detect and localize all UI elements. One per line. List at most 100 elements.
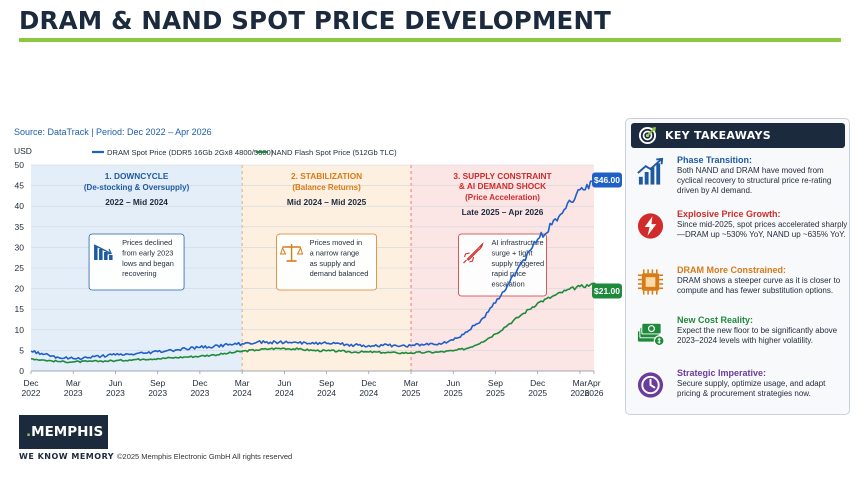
takeaway-body: Both NAND and DRAM have moved from cycli… [677, 166, 832, 195]
key-takeaways-panel: KEY TAKEAWAYS Phase Transition: Both NAND… [625, 118, 850, 415]
x-tick-label-month: Dec [23, 378, 39, 388]
key-takeaways-title: KEY TAKEAWAYS [665, 129, 771, 142]
x-tick-label-month: Dec [361, 378, 377, 388]
lightning-icon [637, 213, 664, 239]
y-tick-label: 30 [15, 242, 25, 252]
phase-note-line: Prices declined [122, 238, 172, 247]
series-end-badge-2 [592, 283, 622, 299]
series-end-label-1: $46.00 [594, 175, 620, 185]
x-tick-label-month: Mar [235, 378, 250, 388]
phase-annotation-2: 2. STABILIZATION (Balance Returns) Mid 202… [276, 171, 377, 291]
takeaway-body: DRAM shows a steeper curve as it is clos… [677, 276, 841, 295]
trend-up-bars-icon [637, 157, 664, 185]
y-tick-label: 5 [19, 345, 24, 355]
memory-chip-icon [637, 269, 664, 295]
phase-period: Mid 2024 – Mid 2025 [287, 197, 367, 207]
balance-scale-icon [279, 244, 304, 262]
x-tick-label-month: Dec [192, 378, 208, 388]
phase-note-box [88, 233, 185, 291]
x-tick-label-month: Mar [66, 378, 81, 388]
x-tick-label-month: Mar [404, 378, 419, 388]
x-tick-label-month: Sep [488, 378, 503, 388]
phase-subtitle: (De-stocking & Oversupply) [84, 183, 190, 192]
y-tick-label: 50 [15, 160, 25, 170]
y-tick-label: 35 [15, 222, 25, 232]
phase-title: 2. STABILIZATION [291, 171, 362, 181]
company-tagline: WE KNOW MEMORY [19, 452, 115, 461]
x-tick-label-year: 2024 [317, 388, 336, 398]
phase-annotation-1: 1. DOWNCYCLE (De-stocking & Oversupply) 20… [84, 171, 190, 291]
phase-title-line-2: & AI DEMAND SHOCK [459, 181, 546, 191]
phase-note-line: rapid price [492, 269, 527, 278]
takeaway-title: Strategic Imperative: [677, 368, 767, 378]
takeaway-title: DRAM More Constrained: [677, 265, 787, 275]
x-tick-label-year: 2023 [148, 388, 167, 398]
takeaway-title: Phase Transition: [677, 155, 753, 165]
x-tick-label-month: Sep [319, 378, 334, 388]
x-tick-label-month: Mar [573, 378, 588, 388]
key-takeaways-header: KEY TAKEAWAYS [631, 123, 845, 148]
x-tick-label-month: Sep [150, 378, 165, 388]
rocket-icon [463, 242, 484, 264]
x-tick-label-month: Apr [587, 378, 600, 388]
phase-note-line: from early 2023 [122, 248, 173, 257]
phase-annotation-3: 3. SUPPLY CONSTRAINT& AI DEMAND SHOCK (Pr… [453, 171, 552, 297]
legend-label-2: NAND Flash Spot Price (512Gb TLC) [271, 148, 397, 157]
phase-subtitle: (Balance Returns) [292, 183, 361, 192]
takeaway-title: New Cost Reality: [677, 315, 754, 325]
phase-note-box [458, 233, 547, 297]
x-tick-label-year: 2025 [486, 388, 505, 398]
phase-note-line: demand balanced [310, 269, 369, 278]
phase-title: 3. SUPPLY CONSTRAINT [453, 171, 551, 181]
y-tick-label: 25 [15, 263, 25, 273]
x-tick-label-year: 2023 [64, 388, 83, 398]
series-line-2 [30, 282, 595, 364]
takeaway-title: Explosive Price Growth: [677, 209, 781, 219]
phase-period: Late 2025 – Apr 2026 [462, 207, 544, 217]
y-tick-label: 40 [15, 201, 25, 211]
x-tick-label-year: 2022 [22, 388, 41, 398]
phase-period: 2022 – Mid 2024 [105, 197, 168, 207]
phase-title: 1. DOWNCYCLE [105, 171, 169, 181]
series-end-label-2: $21.00 [594, 286, 620, 296]
page-title: DRAM & NAND SPOT PRICE DEVELOPMENT [19, 6, 612, 35]
takeaway-body: Expect the new floor to be significantly… [677, 326, 838, 345]
series-line-1 [30, 180, 595, 361]
phase-note-line: lows and began [122, 259, 174, 268]
y-tick-label: 0 [19, 366, 24, 376]
price-chart: 05101520253035404550USDDec2022Mar2023Jun… [14, 146, 622, 398]
phase-note-line: AI infrastructure [492, 238, 544, 247]
phase-note-line: a narrow range [310, 248, 360, 257]
x-tick-label-year: 2023 [190, 388, 209, 398]
x-tick-label-year: 2025 [444, 388, 463, 398]
money-stack-icon [637, 322, 665, 347]
chart-source: Source: DataTrack | Period: Dec 2022 – A… [14, 127, 212, 137]
x-tick-label-month: Jun [277, 378, 291, 388]
phase-note-line: recovering [122, 269, 157, 278]
x-tick-label-year: 2024 [233, 388, 252, 398]
x-tick-label-year: 2026 [570, 388, 589, 398]
phase-note-line: as supply and [310, 259, 356, 268]
copyright-notice: ©2025 Memphis Electronic GmbH All rights… [117, 452, 293, 461]
phase-note-box [276, 233, 377, 291]
y-tick-label: 10 [15, 325, 25, 335]
target-icon [638, 126, 657, 145]
legend-label-1: DRAM Spot Price (DDR5 16Gb 2Gx8 4800/560… [107, 148, 274, 157]
x-tick-label-year: 2025 [402, 388, 421, 398]
y-tick-label: 45 [15, 181, 25, 191]
x-tick-label-year: 2023 [106, 388, 125, 398]
clock-icon [637, 372, 664, 398]
x-tick-label-month: Dec [530, 378, 546, 388]
y-tick-label: 20 [15, 284, 25, 294]
logo-wordmark: MEMPHIS [31, 424, 104, 440]
logo-dot: . [26, 424, 32, 440]
series-end-badge-1 [592, 172, 622, 188]
title-divider [19, 38, 841, 42]
takeaway-body: Secure supply, optimize usage, and adapt… [677, 379, 826, 398]
x-tick-label-month: Jun [109, 378, 123, 388]
y-axis-label: USD [14, 146, 32, 156]
phase-note-line: surge + tight [492, 248, 533, 257]
x-tick-label-year: 2024 [359, 388, 378, 398]
x-tick-label-year: 2026 [585, 388, 604, 398]
memphis-logo: .MEMPHIS [19, 415, 108, 449]
